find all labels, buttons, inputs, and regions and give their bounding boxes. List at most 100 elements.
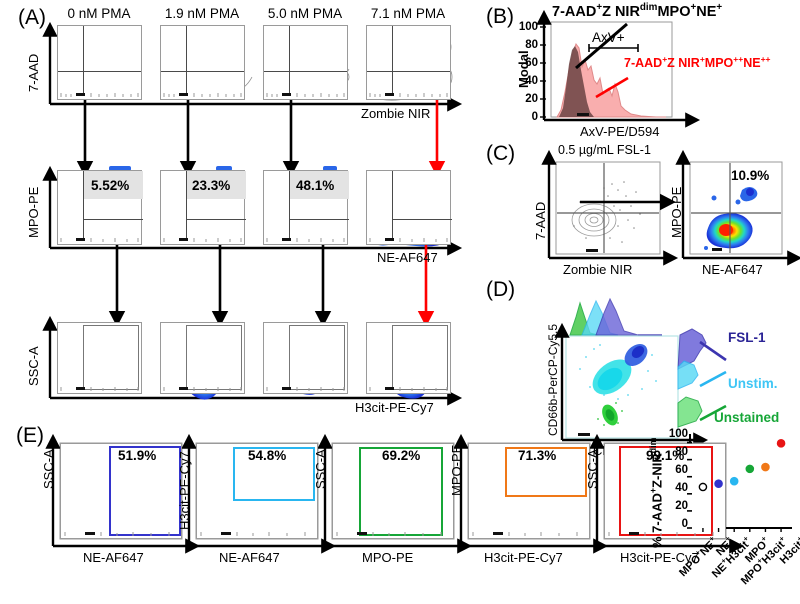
red-gate-path (417, 88, 446, 327)
panel-e-pct-0: 51.9% (118, 448, 157, 463)
panel-a-row3-ylabel: SSC-A (26, 346, 41, 386)
panel-c-right-xlabel: NE-AF647 (702, 262, 763, 277)
panel-b-ytick-4: 20 (525, 93, 538, 105)
panel-e-xlabel-1: NE-AF647 (219, 550, 280, 565)
panel-a-row3-xlabel: H3cit-PE-Cy7 (355, 400, 434, 415)
panel-a-row1-plot-2[interactable] (263, 25, 348, 100)
panel-a-row1-ylabel: 7-AAD (26, 53, 41, 92)
panel-a-row3-plot-3[interactable] (366, 322, 451, 394)
panel-e-plot-3[interactable] (468, 443, 590, 539)
panel-c-left-title: 0.5 µg/mL FSL-1 (558, 143, 651, 157)
panel-b-title-a: 7-AAD (552, 3, 597, 20)
panel-b-annotation: 7-AAD+Z NIR+MPO++NE++ (624, 54, 771, 70)
scatter-point-3 (745, 464, 755, 474)
panel-b-title-b: Z NIR (602, 3, 640, 20)
panel-e-xlabel-2: MPO-PE (362, 550, 414, 565)
panel-c-letter: (C) (486, 142, 516, 165)
panel-e-plot-2[interactable] (332, 443, 454, 539)
panel-b-ytick-3: 40 (525, 75, 538, 87)
panel-a-col-title-2: 5.0 nM PMA (267, 6, 343, 21)
panel-a-row1-xlabel: Zombie NIR (361, 106, 431, 121)
panel-e-ylabel-3: MPO-PE (449, 444, 464, 496)
panel-a-row1-plot-0[interactable] (57, 25, 142, 100)
panel-e-xlabel-0: NE-AF647 (83, 550, 144, 565)
panel-a-letter: (A) (18, 6, 46, 29)
panel-e-pct-1: 54.8% (248, 448, 287, 463)
panel-b-ytick-2: 60 (525, 57, 538, 69)
summary-ytick-100: 100 (668, 428, 688, 440)
panel-a-row2-plot-0[interactable] (57, 170, 143, 245)
panel-d-letter: (D) (486, 278, 516, 301)
panel-b-ann-sup4: ++ (760, 54, 771, 64)
panel-a-col-title-1: 1.9 nM PMA (164, 6, 240, 21)
panel-b-ann-d: NE (743, 56, 761, 71)
panel-d-legend-unstim: Unstim. (728, 376, 778, 391)
panel-e-ylabel-4: SSC-A (585, 449, 600, 489)
panel-a-row1-plot-1[interactable] (160, 25, 245, 100)
panel-a-row2-pct-1: 23.3% (192, 178, 231, 193)
summary-ytick-20: 20 (675, 500, 688, 512)
panel-a-row3-plot-1[interactable] (160, 322, 245, 394)
panel-b-ann-sup1: + (662, 54, 668, 64)
panel-a-row1-plot-3[interactable] (366, 25, 451, 100)
scatter-point-4 (761, 462, 770, 472)
panel-c-right-ylabel: MPO-PE (669, 186, 684, 238)
panel-e-ylabel-1: H3cit-PE-Cy7 (177, 451, 192, 530)
panel-c-right-pct: 10.9% (731, 168, 770, 183)
panel-a-row3-plot-0[interactable] (57, 322, 142, 394)
panel-b-title-c: MPO (657, 3, 691, 20)
panel-a-row2-plot-2[interactable] (263, 170, 349, 245)
panel-b-ann-c: MPO (704, 56, 734, 71)
scatter-point-5 (776, 439, 786, 448)
summary-ytick-40: 40 (675, 482, 688, 494)
panel-b-title-sup3: + (716, 2, 723, 13)
panel-b-ann-sup2: + (699, 54, 705, 64)
panel-a-row3-plot-2[interactable] (263, 322, 348, 394)
panel-d-legend-fsl1: FSL-1 (728, 330, 766, 345)
panel-b-xlabel: AxV-PE/D594 (580, 124, 660, 139)
panel-a-row2-ylabel: MPO-PE (26, 186, 41, 238)
panel-e-pct-2: 69.2% (382, 448, 421, 463)
panel-d-legend-unstained: Unstained (714, 410, 780, 425)
panel-b-title-sup2: + (690, 2, 697, 13)
panel-b-title-sup1: + (596, 2, 603, 13)
panel-b-title-d: NE (696, 3, 717, 20)
scatter-point-2 (729, 476, 739, 486)
summary-scatter-chart[interactable]: % 7-AAD+Z-NIRdim 100 80 60 40 20 0 MPO+N… (640, 420, 800, 604)
panel-e-ylabel-2: SSC-A (313, 449, 328, 489)
panel-b-bracket-label: AxV+ (592, 30, 625, 45)
panel-e-plot-4[interactable] (604, 443, 726, 539)
panel-a-row2-plot-1[interactable] (160, 170, 246, 245)
panel-a-col-title-0: 0 nM PMA (67, 6, 131, 21)
panel-b-title-dim: dim (639, 2, 658, 13)
panel-e-xlabel-3: H3cit-PE-Cy7 (484, 550, 563, 565)
summary-scatter-points (687, 439, 786, 532)
summary-ytick-60: 60 (675, 464, 688, 476)
panel-e-ylabel-0: SSC-A (41, 449, 56, 489)
summary-ytick-80: 80 (675, 446, 688, 458)
panel-e-pct-4: 99.1% (646, 448, 685, 463)
panel-b-ann-sup3: ++ (733, 54, 744, 64)
panel-b-ytick-0: 100 (518, 21, 538, 33)
panel-b-ann-b: Z NIR (667, 56, 700, 71)
panel-c-left-xlabel: Zombie NIR (563, 262, 633, 277)
panel-e-plot-1[interactable] (196, 443, 318, 539)
panel-b-title: 7-AAD+Z NIRdimMPO+NE+ (552, 2, 722, 20)
panel-a-col-title-3: 7.1 nM PMA (370, 6, 446, 21)
panel-b-ytick-5: 0 (531, 111, 538, 123)
scatter-point-1 (714, 479, 723, 488)
panel-b-ytick-1: 80 (525, 39, 538, 51)
panel-a-row2-pct-0: 5.52% (91, 178, 130, 193)
panel-b-letter: (B) (486, 5, 514, 28)
panel-d-ylabel: CD66b-PerCP-Cy5.5 (546, 323, 560, 436)
panel-e-plot-0[interactable] (60, 443, 182, 539)
panel-e-xlabel-4: H3cit-PE-Cy7 (620, 550, 699, 565)
panel-a-row2-plot-3[interactable] (366, 170, 452, 245)
scatter-point-0 (698, 482, 708, 492)
panel-e-pct-3: 71.3% (518, 448, 557, 463)
summary-ytick-0: 0 (681, 518, 688, 530)
panel-c-left-ylabel: 7-AAD (533, 201, 548, 240)
panel-a-row2-xlabel: NE-AF647 (377, 250, 438, 265)
panel-e-letter: (E) (16, 424, 44, 447)
